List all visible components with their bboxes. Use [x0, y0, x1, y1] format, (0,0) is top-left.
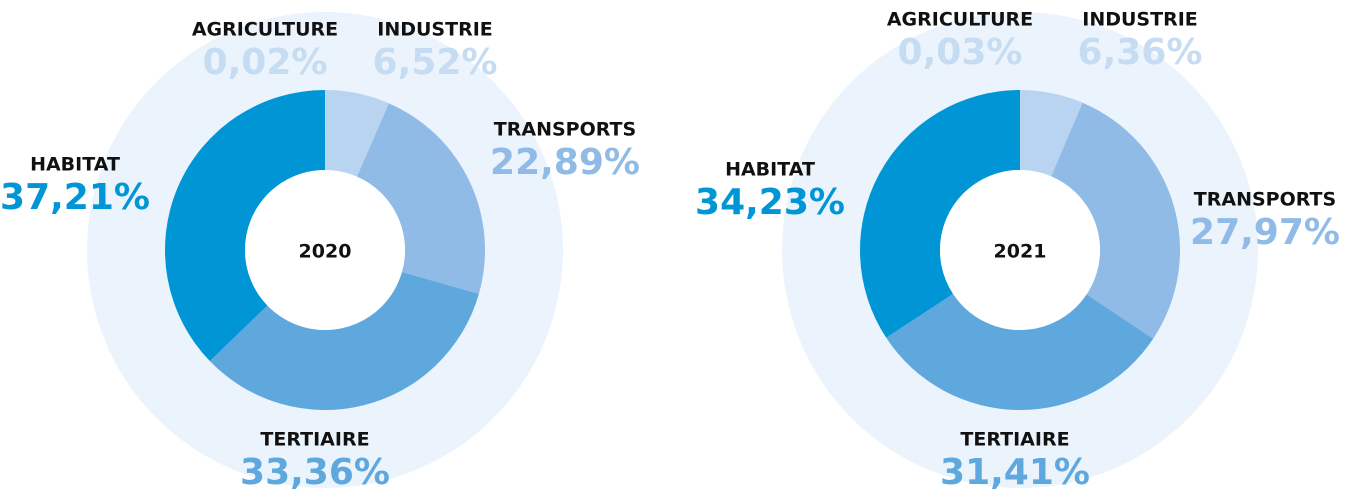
slice-name: HABITAT: [30, 154, 120, 176]
slice-name: TRANSPORTS: [1194, 189, 1336, 211]
slice-value: 6,52%: [373, 42, 498, 83]
slice-value: 37,21%: [0, 177, 150, 218]
donut-slice: [325, 90, 389, 177]
slice-value: 0,02%: [203, 42, 328, 83]
donut-slice: [165, 90, 325, 362]
donut-slice: [860, 90, 1020, 338]
donut-slice: [1020, 90, 1083, 177]
donut-slice: [209, 271, 479, 410]
slice-name: INDUSTRIE: [377, 19, 493, 41]
slice-value: 33,36%: [240, 452, 390, 491]
donut-slice: [886, 293, 1154, 411]
donut-hole: [245, 170, 405, 330]
slice-name: TERTIAIRE: [960, 429, 1069, 451]
slice-name: TRANSPORTS: [494, 119, 636, 141]
donut-slice: [356, 103, 485, 294]
slice-name: HABITAT: [725, 159, 815, 181]
slice-name: TERTIAIRE: [260, 429, 369, 451]
donut-hole: [940, 170, 1100, 330]
slice-name: AGRICULTURE: [887, 9, 1033, 31]
slice-value: 6,36%: [1078, 32, 1203, 73]
slice-value: 22,89%: [490, 142, 640, 183]
center-label: 2020: [299, 241, 352, 263]
center-label: 2021: [994, 241, 1047, 263]
slice-name: AGRICULTURE: [192, 19, 338, 41]
donut-slice: [1051, 102, 1180, 339]
slice-value: 27,97%: [1190, 212, 1340, 253]
slice-value: 0,03%: [898, 32, 1023, 73]
slice-value: 34,23%: [695, 182, 845, 223]
slice-name: INDUSTRIE: [1082, 9, 1198, 31]
slice-value: 31,41%: [940, 452, 1090, 491]
